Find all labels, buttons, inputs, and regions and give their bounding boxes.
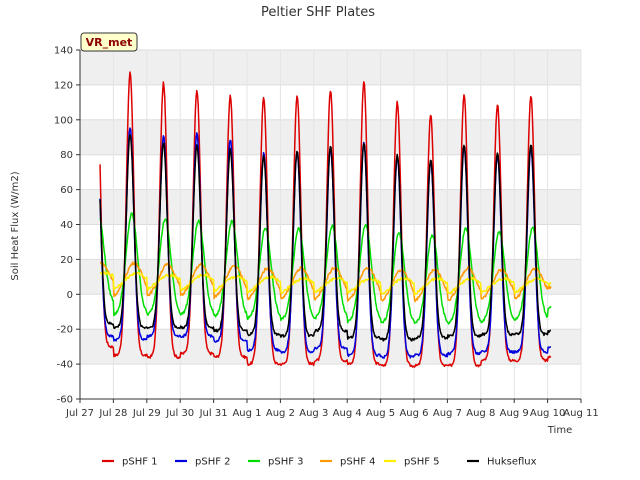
station-badge: VR_met: [80, 32, 138, 52]
y-tick-label: 80: [60, 150, 73, 161]
badge-box: [80, 32, 138, 52]
legend-label-6: Hukseflux: [487, 457, 537, 468]
y-tick-label: 0: [67, 290, 73, 301]
x-tick-label: Jul 28: [98, 408, 127, 419]
legend-label-1: pSHF 1: [122, 457, 158, 468]
x-tick-label: Aug 1: [232, 408, 261, 419]
y-tick-label: 140: [54, 46, 73, 57]
x-tick-label: Aug 11: [563, 408, 598, 419]
x-tick-label: Aug 10: [530, 408, 565, 419]
x-tick-label: Jul 29: [132, 408, 161, 419]
y-tick-label: 120: [54, 80, 73, 91]
y-tick-label: 100: [54, 115, 73, 126]
x-tick-label: Aug 2: [266, 408, 295, 419]
y-tick-label: 20: [60, 255, 73, 266]
legend-label-3: pSHF 3: [268, 457, 304, 468]
y-tick-label: -20: [57, 325, 73, 336]
x-tick-label: Jul 30: [165, 408, 194, 419]
x-axis-title: Time: [547, 425, 572, 436]
axes: -60 -40 -20 0 20 40 60 80 100 120 140 Jul 27 Jul 28 J…: [54, 46, 599, 420]
gridlines: [79, 49, 582, 400]
x-tick-label: Aug 8: [466, 408, 495, 419]
y-tick-label: -40: [57, 360, 73, 371]
x-tick-label: Jul 31: [199, 408, 228, 419]
badge-label: VR_met: [86, 36, 133, 49]
plot-band: [80, 329, 581, 365]
legend-label-4: pSHF 4: [340, 457, 376, 468]
x-tick-label: Aug 3: [299, 408, 328, 419]
x-tick-label: Jul 27: [65, 408, 94, 419]
x-tick-label: Aug 5: [366, 408, 395, 419]
chart-title: Peltier SHF Plates: [261, 5, 375, 20]
y-tick-label: 40: [60, 220, 73, 231]
series-line-6: [99, 134, 552, 342]
plot-band: [80, 50, 581, 85]
y-tick-label: -60: [57, 395, 73, 406]
plot-band: [80, 189, 581, 225]
y-axis-title: Soil Heat Flux (W/m2): [10, 171, 21, 280]
x-tick-label: Aug 7: [433, 408, 462, 419]
legend: pSHF 1 pSHF 2 pSHF 3 pSHF 4 pSHF 5 Hukseflux: [102, 457, 537, 468]
x-tick-label: Aug 6: [399, 408, 428, 419]
legend-label-2: pSHF 2: [195, 457, 231, 468]
series-layer: [99, 71, 552, 368]
x-tick-label: Aug 9: [500, 408, 529, 419]
y-tick-label: 60: [60, 185, 73, 196]
x-tick-label: Aug 4: [333, 408, 362, 419]
series-line-5: [99, 271, 552, 296]
legend-label-5: pSHF 5: [404, 457, 440, 468]
